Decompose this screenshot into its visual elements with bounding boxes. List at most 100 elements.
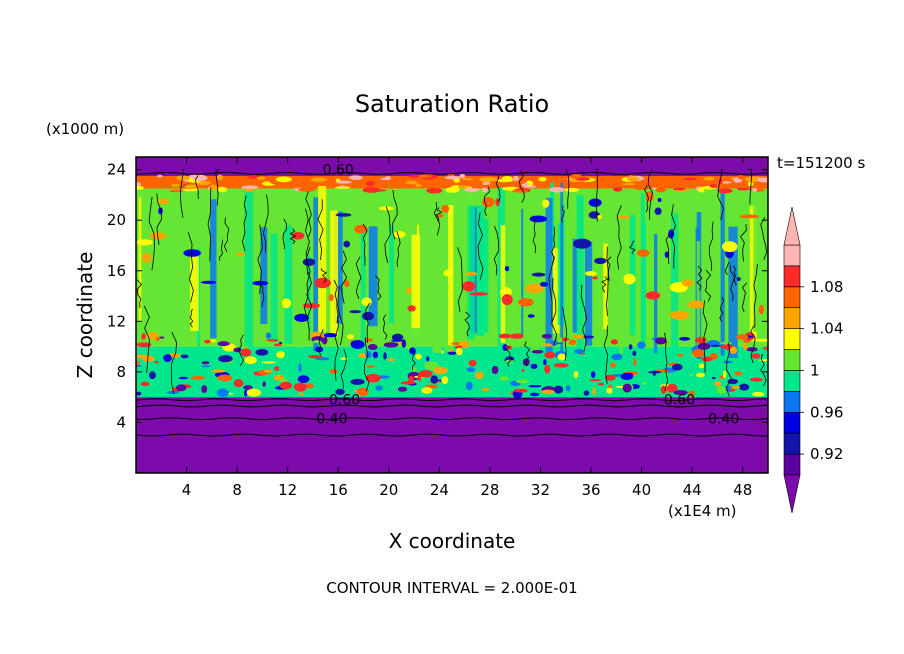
field-streak — [509, 257, 519, 348]
colorbar-label: 1.04 — [810, 320, 843, 338]
field-speck — [752, 187, 758, 193]
field-cell — [632, 350, 637, 356]
field-cell — [323, 333, 338, 338]
field-cell — [714, 380, 721, 387]
y-tick-label: 12 — [107, 312, 126, 330]
field-cell — [730, 385, 741, 389]
field-cell — [218, 355, 233, 363]
field-patch — [504, 265, 510, 272]
field-patch — [361, 297, 372, 307]
field-cell — [383, 342, 399, 348]
field-cell — [544, 364, 551, 374]
field-cell — [694, 337, 707, 343]
contour-line — [629, 240, 636, 255]
field-streak — [603, 243, 608, 330]
contour-line — [670, 204, 676, 269]
field-cell — [734, 371, 743, 376]
y-tick-label: 4 — [116, 413, 126, 431]
contour-line — [136, 279, 142, 309]
field-cell — [752, 392, 765, 397]
field-streak — [521, 208, 524, 335]
field-cell — [606, 387, 613, 394]
field-cell — [255, 349, 269, 356]
field-cell — [140, 381, 150, 387]
field-cell — [417, 373, 422, 382]
contour-line — [156, 193, 163, 245]
field-streak — [756, 229, 765, 330]
field-speck — [744, 176, 760, 182]
field-cell — [308, 355, 323, 359]
field-cell — [155, 337, 160, 342]
contour-line — [384, 206, 391, 263]
contour-label: 0.40 — [708, 412, 739, 428]
field-streak — [696, 241, 701, 355]
field-patch — [525, 283, 545, 294]
field-cell — [698, 363, 705, 369]
field-cell — [541, 333, 552, 339]
contour-line — [435, 207, 443, 223]
field-streak — [389, 225, 395, 324]
contour-line — [750, 325, 756, 363]
field-speck — [157, 174, 163, 178]
contour-line — [484, 186, 490, 217]
field-cell — [410, 367, 417, 372]
field-patch — [654, 207, 662, 215]
contour-line — [616, 205, 622, 270]
field-speck — [380, 177, 387, 181]
field-cell — [163, 354, 172, 362]
colorbar-swatch — [783, 328, 801, 350]
contour-line — [595, 169, 600, 222]
field-speck — [652, 187, 657, 190]
colorbar-swatch — [783, 391, 801, 413]
field-speck — [408, 175, 420, 179]
field-streak — [720, 190, 725, 356]
field-cell — [312, 340, 322, 344]
field-cell — [541, 389, 555, 395]
field-cell — [597, 382, 605, 386]
field-speck — [136, 185, 144, 190]
y-tick-label: 8 — [116, 363, 126, 381]
x-tick-label: 44 — [683, 481, 702, 499]
field-cell — [688, 390, 696, 398]
field-patch — [302, 258, 316, 266]
contour-line — [305, 191, 312, 237]
y-axis: 4 8 12 16 20 24 — [107, 161, 768, 431]
field-streak — [647, 210, 653, 335]
contour-line — [493, 225, 500, 276]
field-speck — [689, 182, 707, 187]
field-streak — [190, 256, 199, 331]
colorbar-swatch — [783, 244, 801, 267]
contour-line — [665, 234, 670, 265]
contour-line — [187, 232, 194, 303]
field-speck — [549, 187, 565, 193]
field-cell — [573, 334, 584, 340]
field-region — [136, 157, 768, 176]
field-cell — [201, 385, 208, 393]
field-speck — [753, 182, 763, 185]
field-cell — [297, 375, 310, 383]
field-streak — [640, 193, 645, 347]
field-cell — [261, 361, 276, 364]
field-streak — [210, 199, 217, 339]
y-tick-label: 20 — [107, 211, 126, 229]
contour-label: 0.40 — [316, 412, 347, 428]
field-cell — [175, 384, 187, 392]
field-cell — [466, 367, 476, 373]
contour-line — [565, 169, 570, 209]
y-unit-label: (x1000 m) — [46, 120, 124, 138]
field-cell — [233, 347, 242, 353]
contour-line — [704, 269, 712, 302]
field-cell — [447, 351, 457, 355]
field-cell — [455, 347, 463, 356]
contour-line — [717, 169, 724, 221]
field-cell — [421, 387, 433, 394]
contour-line — [644, 185, 649, 213]
field-cell — [474, 371, 484, 380]
field-speck — [673, 187, 686, 191]
field-cell — [240, 348, 252, 357]
field-patch — [407, 305, 416, 312]
field-cell — [607, 384, 613, 389]
field-patch — [465, 272, 478, 276]
field-cell — [340, 357, 349, 361]
field-cell — [454, 345, 463, 349]
